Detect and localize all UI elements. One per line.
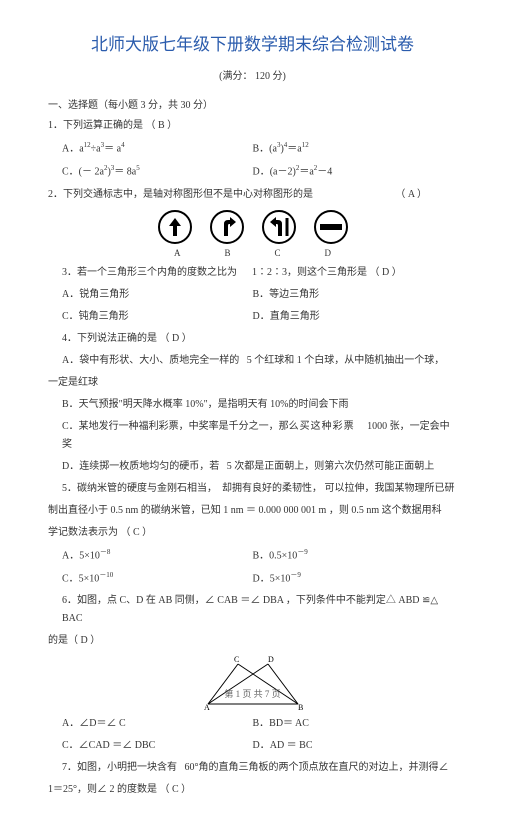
q2-stem: 2．下列交通标志中，是轴对称图形但不是中心对称图形的是 （ A ） [48, 186, 457, 204]
q3-stem: 3．若一个三角形三个内角的度数之比为 1∶2∶3，则这个三角形是 （ D ） [48, 264, 457, 282]
label-c: C [275, 248, 281, 258]
q6-line1: 6．如图，点 C、D 在 AB 同侧，∠ CAB ＝∠ DBA ，下列条件中不能… [48, 592, 457, 628]
sign-a-icon [158, 210, 192, 244]
sign-c-icon [262, 210, 296, 244]
svg-text:B: B [298, 703, 303, 711]
q4-opt-b: B．天气预报"明天降水概率 10%"，是指明天有 10%的时间会下雨 [48, 396, 457, 414]
svg-text:C: C [234, 656, 239, 664]
q7-opts-placeholder [48, 803, 457, 821]
sign-b-icon [210, 210, 244, 244]
q5-opt-b: B．0.5×10－9 [253, 546, 458, 565]
q4-opt-a: A．袋中有形状、大小、质地完全一样的 5 个红球和 1 个白球，从中随机抽出一个… [48, 352, 457, 370]
q5-opt-c: C．5×10－10 [48, 569, 253, 588]
svg-text:A: A [204, 703, 210, 711]
q2-icon-labels: A B C D [48, 248, 457, 258]
q5-opt-a: A．5×10－8 [48, 546, 253, 565]
q6-opt-c: C．∠CAD ＝∠ DBC [48, 737, 253, 755]
q1-opt-d: D．(a－2)2＝a2－4 [253, 162, 458, 181]
exam-title: 北师大版七年级下册数学期末综合检测试卷 [48, 30, 457, 55]
q3-opt-c: C．钝角三角形 [48, 308, 253, 326]
q1-opt-a: A．a12÷a3＝ a4 [48, 139, 253, 158]
q5-opt-d: D．5×10－9 [253, 569, 458, 588]
q2-icons [48, 210, 457, 244]
q5-line3: 学记数法表示为 （ C ） [48, 524, 457, 542]
q6-figure: A B C D [198, 656, 308, 711]
q6-opt-d: D．AD ＝ BC [253, 737, 458, 755]
q5-line2: 制出直径小于 0.5 nm 的碳纳米管，已知 1 nm ＝ 0.000 000 … [48, 502, 457, 520]
q4-opt-c: C．某地发行一种福利彩票，中奖率是千分之一，那么买这种彩票 1000 张，一定会… [48, 418, 457, 454]
q6-line2: 的是（ D ） [48, 632, 457, 650]
label-d: D [325, 248, 332, 258]
q4-opt-a-line2: 一定是红球 [48, 374, 457, 392]
q1-opt-b: B．(a3)4＝a12 [253, 139, 458, 158]
q3-opt-a: A．锐角三角形 [48, 286, 253, 304]
q5-line1: 5．碳纳米管的硬度与金刚石相当， 却拥有良好的柔韧性， 可以拉伸，我国某物理所已… [48, 480, 457, 498]
q3-opt-d: D．直角三角形 [253, 308, 458, 326]
q4-opt-d: D．连续掷一枚质地均匀的硬币，若 5 次都是正面朝上，则第六次仍然可能正面朝上 [48, 458, 457, 476]
section-1-heading: 一、选择题（每小题 3 分，共 30 分） [48, 96, 457, 111]
label-b: B [224, 248, 230, 258]
svg-text:D: D [268, 656, 274, 664]
q1-opt-c: C．(－ 2a2)3＝ 8a5 [48, 162, 253, 181]
q6-opt-b: B．BD＝ AC [253, 715, 458, 733]
q3-opt-b: B．等边三角形 [253, 286, 458, 304]
sign-d-icon [314, 210, 348, 244]
q7-line2: 1＝25°，则∠ 2 的度数是 （ C ） [48, 781, 457, 799]
q4-stem: 4．下列说法正确的是 （ D ） [48, 330, 457, 348]
q7-line1: 7．如图，小明把一块含有 60°角的直角三角板的两个顶点放在直尺的对边上，并测得… [48, 759, 457, 777]
q1-stem: 1．下列运算正确的是 （ B ） [48, 117, 457, 135]
q6-opt-a: A．∠D＝∠ C [48, 715, 253, 733]
label-a: A [174, 248, 181, 258]
page-footer: 第 1 页 共 7 页 [0, 687, 505, 700]
exam-subtitle: (满分： 120 分) [48, 67, 457, 82]
